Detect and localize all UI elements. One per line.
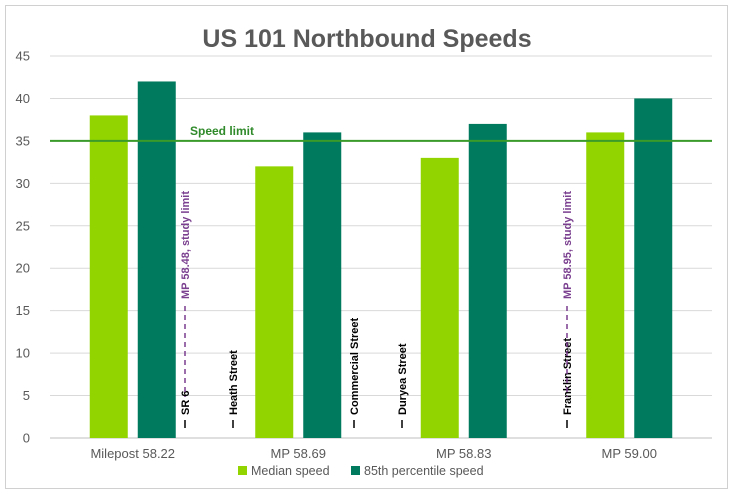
y-tick-label: 0 <box>23 431 30 446</box>
y-tick-label: 10 <box>16 346 30 361</box>
legend-swatch-1 <box>351 466 360 475</box>
legend-swatch-0 <box>238 466 247 475</box>
annotation-duryea-street: Duryea Street <box>397 343 409 428</box>
bar-median-3 <box>586 132 625 438</box>
x-category-label: Milepost 58.22 <box>90 446 175 461</box>
bar-median-0 <box>89 115 128 438</box>
x-category-label: MP 58.83 <box>436 446 491 461</box>
annotation-label: MP 58.95, study limit <box>562 191 574 299</box>
annotation-label: Heath Street <box>228 350 240 415</box>
street-annotations: SR 6 MP 58.48, study limit Heath Street Com… <box>180 191 574 428</box>
annotation-mp-58-48-study-limit: MP 58.48, study limit <box>180 191 192 397</box>
y-tick-label: 25 <box>16 218 30 233</box>
bars <box>89 81 673 439</box>
y-tick-label: 45 <box>16 49 30 64</box>
legend-label-0: Median speed <box>251 464 330 478</box>
annotation-label: Duryea Street <box>397 343 409 415</box>
speed-limit-label: Speed limit <box>190 124 254 138</box>
annotation-label: MP 58.48, study limit <box>180 191 192 299</box>
x-category-label: MP 59.00 <box>602 446 657 461</box>
y-tick-label: 40 <box>16 91 30 106</box>
annotation-commercial-street: Commercial Street <box>349 317 361 428</box>
annotation-heath-street: Heath Street <box>228 350 240 428</box>
legend-label-1: 85th percentile speed <box>364 464 484 478</box>
bar-85th-2 <box>468 123 507 439</box>
annotation-mp-58-95-study-limit: MP 58.95, study limit <box>562 191 574 397</box>
annotation-label: Commercial Street <box>349 317 361 415</box>
bar-85th-3 <box>634 98 673 438</box>
y-tick-label: 5 <box>23 388 30 403</box>
speed-limit-line: Speed limit <box>50 124 712 142</box>
y-axis: 0 5 10 15 20 25 30 35 40 45 <box>16 49 30 446</box>
legend: Median speed 85th percentile speed <box>238 464 484 478</box>
y-tick-label: 20 <box>16 261 30 276</box>
annotation-franklin-street: Franklin Street <box>562 338 574 428</box>
bar-85th-0 <box>137 81 176 438</box>
x-category-label: MP 58.69 <box>271 446 326 461</box>
y-tick-label: 15 <box>16 303 30 318</box>
annotation-label: SR 6 <box>180 391 192 415</box>
annotation-label: Franklin Street <box>562 338 574 415</box>
y-tick-label: 35 <box>16 133 30 148</box>
x-axis: Milepost 58.22 MP 58.69 MP 58.83 MP 59.00 <box>90 446 656 461</box>
annotation-sr-6: SR 6 <box>180 391 192 428</box>
y-tick-label: 30 <box>16 176 30 191</box>
chart-title: US 101 Northbound Speeds <box>202 25 531 53</box>
bar-median-2 <box>420 157 459 438</box>
bar-85th-1 <box>303 132 342 438</box>
bar-median-1 <box>255 166 294 438</box>
